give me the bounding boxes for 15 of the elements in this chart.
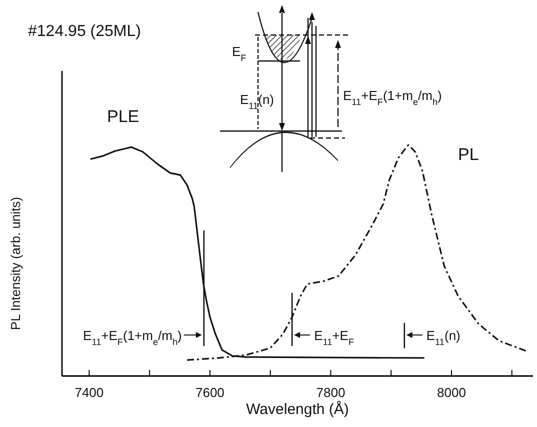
text: PL [458, 145, 479, 164]
x-tick-label: 7400 [74, 385, 104, 400]
text: E$_{11}$(n) [240, 92, 274, 111]
text: E$_{11}$+E$_{F}$(1+m$_{e}$/m$_{h}$) [83, 328, 182, 347]
ref-line-label: E$_{11}$+E$_{F}$ [314, 328, 354, 347]
x-tick-label: 7600 [195, 385, 224, 400]
y-axis-title: PL Intensity (arb. units) [8, 196, 23, 330]
ref-line-label: E$_{11}$(n) [426, 328, 460, 347]
x-axis-title: Wavelength (Å) [246, 400, 349, 418]
text: E$_{11}$+E$_{F}$(1+m$_{e}$/m$_{h}$) [343, 88, 442, 107]
x-tick-label: 7800 [316, 385, 346, 400]
chart-title: #124.95 (25ML) [28, 23, 141, 40]
series-label: PLE [107, 107, 140, 126]
text: E$_{F}$ [232, 44, 247, 63]
x-tick-label: 8000 [437, 385, 466, 400]
